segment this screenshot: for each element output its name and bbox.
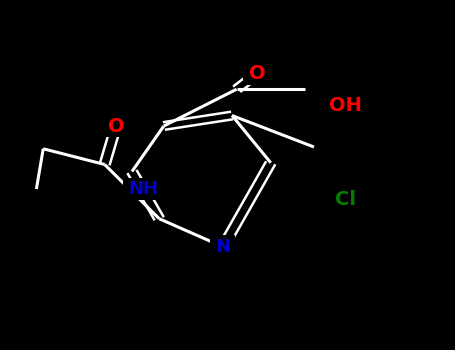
FancyBboxPatch shape xyxy=(329,188,363,211)
Text: O: O xyxy=(108,117,124,135)
FancyBboxPatch shape xyxy=(328,93,364,116)
FancyBboxPatch shape xyxy=(210,236,236,258)
Text: OH: OH xyxy=(329,96,362,114)
Text: NH: NH xyxy=(128,180,158,198)
FancyBboxPatch shape xyxy=(123,178,164,200)
Text: N: N xyxy=(216,238,230,256)
FancyBboxPatch shape xyxy=(243,62,271,85)
Text: O: O xyxy=(249,64,265,83)
Text: Cl: Cl xyxy=(335,190,356,209)
FancyBboxPatch shape xyxy=(102,114,130,137)
